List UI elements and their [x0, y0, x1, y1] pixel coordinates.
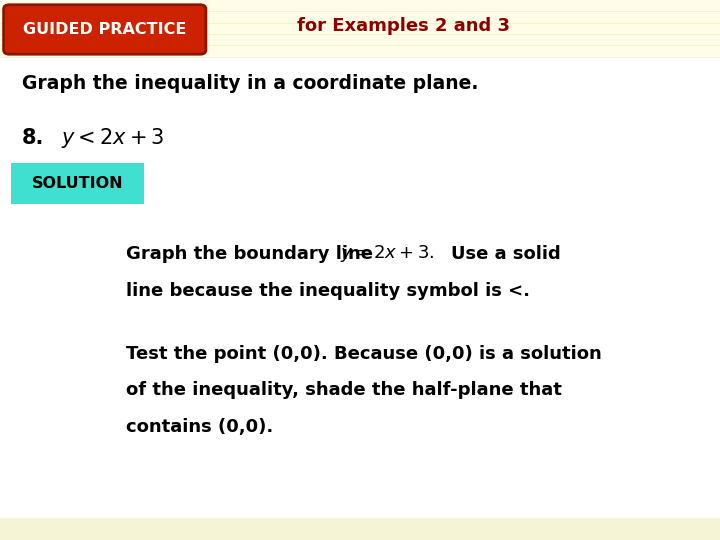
- Bar: [0, 328, 720, 347]
- Bar: [0, 347, 720, 367]
- Bar: [0, 443, 720, 463]
- Bar: [0, 19, 720, 38]
- Text: SOLUTION: SOLUTION: [32, 176, 123, 191]
- Text: contains (0,0).: contains (0,0).: [126, 418, 274, 436]
- Bar: [0, 212, 720, 232]
- Bar: [0, 0, 720, 19]
- Bar: [0, 38, 720, 58]
- Bar: [0, 173, 720, 193]
- Bar: [0, 58, 720, 77]
- Bar: [0, 386, 720, 405]
- Text: Graph the boundary line: Graph the boundary line: [126, 245, 379, 263]
- Bar: [0, 518, 720, 540]
- Text: 8.: 8.: [22, 127, 44, 148]
- Bar: [0, 367, 720, 386]
- FancyBboxPatch shape: [11, 163, 144, 204]
- Bar: [0, 521, 720, 540]
- FancyBboxPatch shape: [4, 5, 206, 54]
- Bar: [0, 405, 720, 424]
- Text: $y < 2x +3$: $y < 2x +3$: [61, 126, 165, 150]
- Bar: [0, 0, 720, 57]
- Bar: [0, 97, 720, 116]
- Text: $y = 2x + 3.$: $y = 2x + 3.$: [340, 244, 434, 264]
- Text: line because the inequality symbol is <.: line because the inequality symbol is <.: [126, 281, 530, 300]
- Bar: [0, 502, 720, 521]
- Text: GUIDED PRACTICE: GUIDED PRACTICE: [23, 22, 186, 37]
- Bar: [0, 308, 720, 328]
- Bar: [0, 251, 720, 270]
- Bar: [0, 193, 720, 212]
- Bar: [0, 232, 720, 251]
- Text: for Examples 2 and 3: for Examples 2 and 3: [297, 17, 510, 35]
- Text: Graph the inequality in a coordinate plane.: Graph the inequality in a coordinate pla…: [22, 74, 478, 93]
- Bar: [0, 289, 720, 308]
- Bar: [0, 77, 720, 97]
- Bar: [0, 57, 720, 540]
- Text: Test the point (0,0). Because (0,0) is a solution: Test the point (0,0). Because (0,0) is a…: [126, 345, 602, 363]
- Bar: [0, 116, 720, 135]
- Bar: [0, 482, 720, 502]
- Text: of the inequality, shade the half-plane that: of the inequality, shade the half-plane …: [126, 381, 562, 400]
- Bar: [0, 270, 720, 289]
- Bar: [0, 135, 720, 154]
- Bar: [0, 154, 720, 173]
- Bar: [0, 463, 720, 482]
- Text: Use a solid: Use a solid: [451, 245, 561, 263]
- Bar: [0, 424, 720, 443]
